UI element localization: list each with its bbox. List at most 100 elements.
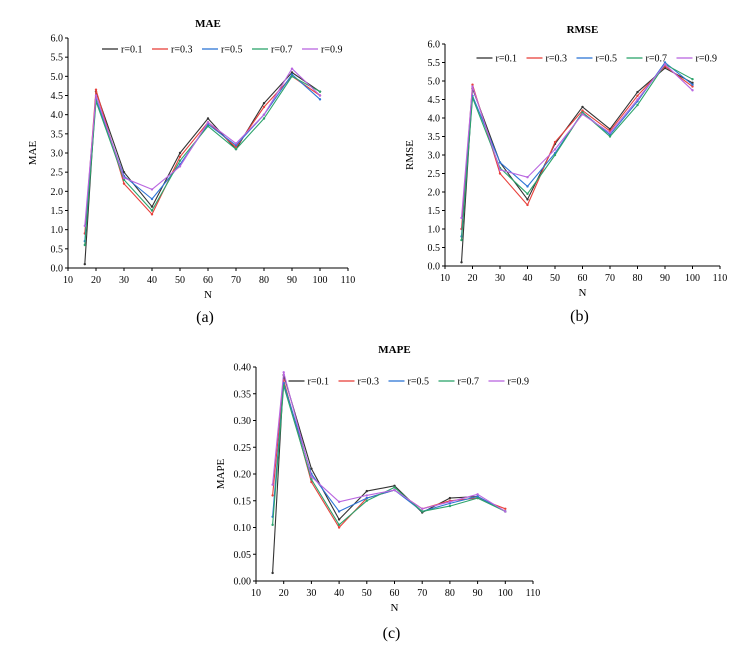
legend-item: r=0.7 [252, 45, 292, 56]
x-tick-label: 60 [390, 588, 400, 599]
y-tick-label: 3.0 [428, 151, 441, 162]
data-point [691, 85, 694, 88]
y-tick-label: 1.0 [428, 225, 441, 236]
x-tick-label: 110 [341, 275, 356, 286]
x-tick-label: 20 [91, 275, 101, 286]
data-point [498, 172, 502, 175]
x-tick-label: 90 [660, 273, 670, 284]
x-axis-label: N [204, 289, 212, 301]
y-tick-label: 0.10 [234, 523, 252, 534]
data-point [504, 510, 507, 513]
data-point [553, 148, 557, 151]
y-tick-label: 5.0 [51, 72, 64, 83]
data-point [206, 124, 210, 128]
data-point [83, 243, 87, 247]
legend-label: r=0.3 [358, 377, 379, 388]
x-tick-label: 50 [362, 588, 372, 599]
legend-label: r=0.9 [696, 54, 717, 65]
y-tick-label: 1.5 [51, 206, 64, 217]
legend-item: r=0.1 [288, 377, 329, 388]
data-point [581, 105, 584, 109]
y-tick-label: 5.0 [428, 77, 441, 88]
data-point [262, 105, 266, 109]
data-point [393, 488, 396, 492]
x-tick-label: 80 [259, 275, 269, 286]
data-point [83, 224, 87, 228]
chart-title: MAE [195, 18, 221, 30]
series-line-r=0.5 [84, 73, 321, 242]
y-tick-label: 4.5 [428, 95, 441, 106]
data-point [262, 101, 266, 105]
y-tick-label: 0.5 [51, 244, 64, 255]
y-axis-label: MAE [27, 141, 39, 166]
data-point [290, 71, 294, 74]
data-point [122, 182, 126, 185]
data-point [581, 111, 584, 114]
series-line-r=0.9 [272, 371, 506, 512]
data-point [178, 165, 182, 168]
y-tick-label: 1.5 [428, 206, 441, 217]
data-point [234, 142, 238, 145]
chart-title: RMSE [567, 24, 599, 36]
x-tick-label: 70 [605, 273, 615, 284]
legend-label: r=0.1 [308, 377, 329, 388]
data-point [365, 494, 368, 497]
data-point [150, 205, 154, 208]
data-point [636, 94, 639, 98]
data-point [310, 475, 313, 478]
data-point [262, 117, 266, 120]
chart-title: MAPE [378, 344, 410, 356]
legend-item: r=0.3 [338, 377, 379, 388]
data-point [310, 467, 313, 470]
y-tick-label: 0.0 [428, 262, 441, 273]
data-point [318, 94, 322, 97]
data-point [271, 523, 274, 527]
legend-item: r=0.3 [526, 54, 567, 65]
legend-item: r=0.9 [488, 377, 529, 388]
x-tick-label: 80 [633, 273, 643, 284]
data-point [206, 117, 210, 120]
y-tick-label: 4.0 [428, 114, 441, 125]
y-tick-label: 3.0 [51, 149, 64, 160]
data-point [448, 500, 452, 504]
legend-item: r=0.7 [626, 54, 667, 65]
x-tick-label: 40 [147, 275, 157, 286]
x-tick-label: 40 [523, 273, 533, 284]
data-point [318, 90, 322, 93]
x-tick-label: 20 [279, 588, 289, 599]
x-tick-label: 100 [685, 273, 700, 284]
y-axis-label: MAPE [215, 458, 227, 489]
x-tick-label: 80 [445, 588, 455, 599]
legend-item: r=0.5 [576, 54, 617, 65]
data-point [365, 489, 368, 493]
data-point [421, 507, 424, 510]
series-line-r=0.1 [272, 374, 506, 574]
series-line-r=0.3 [460, 65, 693, 230]
data-point [476, 493, 479, 496]
data-point [448, 504, 452, 508]
data-point [691, 89, 694, 92]
data-point [581, 109, 584, 112]
data-point [150, 213, 154, 216]
legend-item: r=0.7 [438, 377, 479, 388]
series-line-r=0.7 [460, 63, 693, 241]
data-point [581, 113, 584, 116]
data-point [691, 77, 694, 81]
data-point [526, 192, 529, 196]
data-point [150, 188, 154, 191]
data-point [94, 94, 98, 97]
y-tick-label: 0.05 [234, 550, 252, 561]
chart-mape: 10 20 30 40 50 60 70 80 90 100 110 0.00 0.05 0.10 0.15… [215, 344, 540, 642]
data-point [365, 499, 368, 502]
y-tick-label: 0.15 [234, 496, 252, 507]
data-point [150, 197, 154, 201]
data-point [691, 83, 694, 86]
data-point [636, 103, 639, 107]
data-point [448, 496, 452, 500]
legend-label: r=0.3 [171, 45, 192, 56]
data-point [290, 67, 294, 70]
y-tick-label: 3.5 [51, 129, 64, 140]
legend-label: r=0.9 [508, 377, 529, 388]
y-tick-label: 2.0 [428, 188, 441, 199]
data-point [471, 83, 474, 86]
